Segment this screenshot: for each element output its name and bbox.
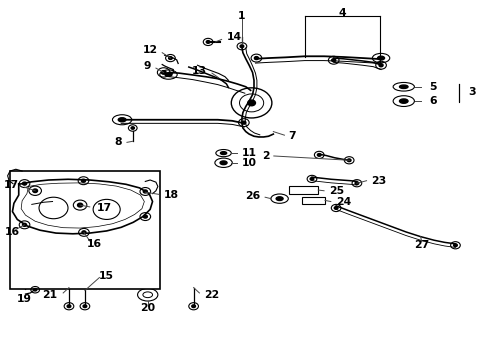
Text: 14: 14	[226, 32, 241, 42]
Circle shape	[33, 189, 38, 193]
Text: 19: 19	[17, 294, 32, 304]
Text: 17: 17	[3, 180, 19, 190]
Ellipse shape	[220, 152, 226, 154]
Text: 16: 16	[87, 239, 102, 249]
Circle shape	[191, 305, 195, 307]
Circle shape	[354, 182, 358, 185]
Circle shape	[22, 223, 26, 226]
Text: 25: 25	[328, 186, 343, 197]
Text: 27: 27	[413, 240, 428, 250]
Text: 17: 17	[97, 203, 112, 213]
Text: 1: 1	[238, 11, 245, 21]
Text: 21: 21	[42, 291, 57, 301]
Text: 4: 4	[338, 8, 346, 18]
Circle shape	[334, 207, 337, 209]
Ellipse shape	[220, 161, 226, 165]
Text: 15: 15	[99, 271, 114, 281]
Text: 2: 2	[262, 151, 269, 161]
Circle shape	[378, 64, 382, 67]
Circle shape	[22, 182, 26, 185]
Bar	[301, 197, 325, 204]
Ellipse shape	[377, 56, 384, 60]
Ellipse shape	[276, 197, 283, 201]
Circle shape	[309, 177, 313, 180]
Circle shape	[331, 59, 335, 62]
Text: 8: 8	[114, 138, 122, 147]
Circle shape	[78, 203, 82, 207]
Text: 5: 5	[428, 82, 436, 92]
Circle shape	[254, 57, 258, 59]
Circle shape	[161, 71, 166, 74]
Circle shape	[247, 100, 255, 106]
Circle shape	[206, 41, 209, 43]
Text: 10: 10	[242, 158, 256, 168]
Ellipse shape	[399, 99, 407, 103]
Text: 18: 18	[163, 190, 178, 200]
Text: 3: 3	[467, 87, 475, 97]
Bar	[10, 171, 160, 289]
Circle shape	[81, 179, 85, 182]
Text: 11: 11	[242, 148, 256, 158]
Circle shape	[67, 305, 71, 307]
Circle shape	[453, 244, 456, 247]
Circle shape	[131, 127, 134, 129]
Ellipse shape	[399, 85, 407, 89]
Ellipse shape	[118, 118, 126, 122]
Circle shape	[317, 153, 321, 156]
Text: 20: 20	[140, 303, 155, 314]
Text: 22: 22	[204, 291, 219, 301]
Text: 23: 23	[371, 176, 386, 186]
Circle shape	[143, 215, 147, 218]
Text: 16: 16	[5, 227, 20, 237]
Text: 12: 12	[142, 45, 158, 55]
Text: 7: 7	[288, 131, 295, 141]
Circle shape	[83, 305, 86, 307]
Circle shape	[34, 288, 37, 291]
Circle shape	[82, 231, 86, 234]
Text: 9: 9	[143, 61, 151, 71]
Ellipse shape	[137, 288, 158, 301]
Ellipse shape	[164, 73, 172, 76]
Text: 13: 13	[192, 66, 207, 76]
Bar	[289, 186, 318, 194]
Circle shape	[240, 45, 243, 48]
Text: 26: 26	[244, 191, 260, 201]
Text: 24: 24	[335, 197, 350, 207]
Circle shape	[168, 57, 172, 59]
Ellipse shape	[142, 292, 152, 298]
Text: 6: 6	[428, 96, 436, 106]
Circle shape	[242, 121, 245, 124]
Circle shape	[143, 190, 147, 193]
Circle shape	[346, 159, 350, 162]
